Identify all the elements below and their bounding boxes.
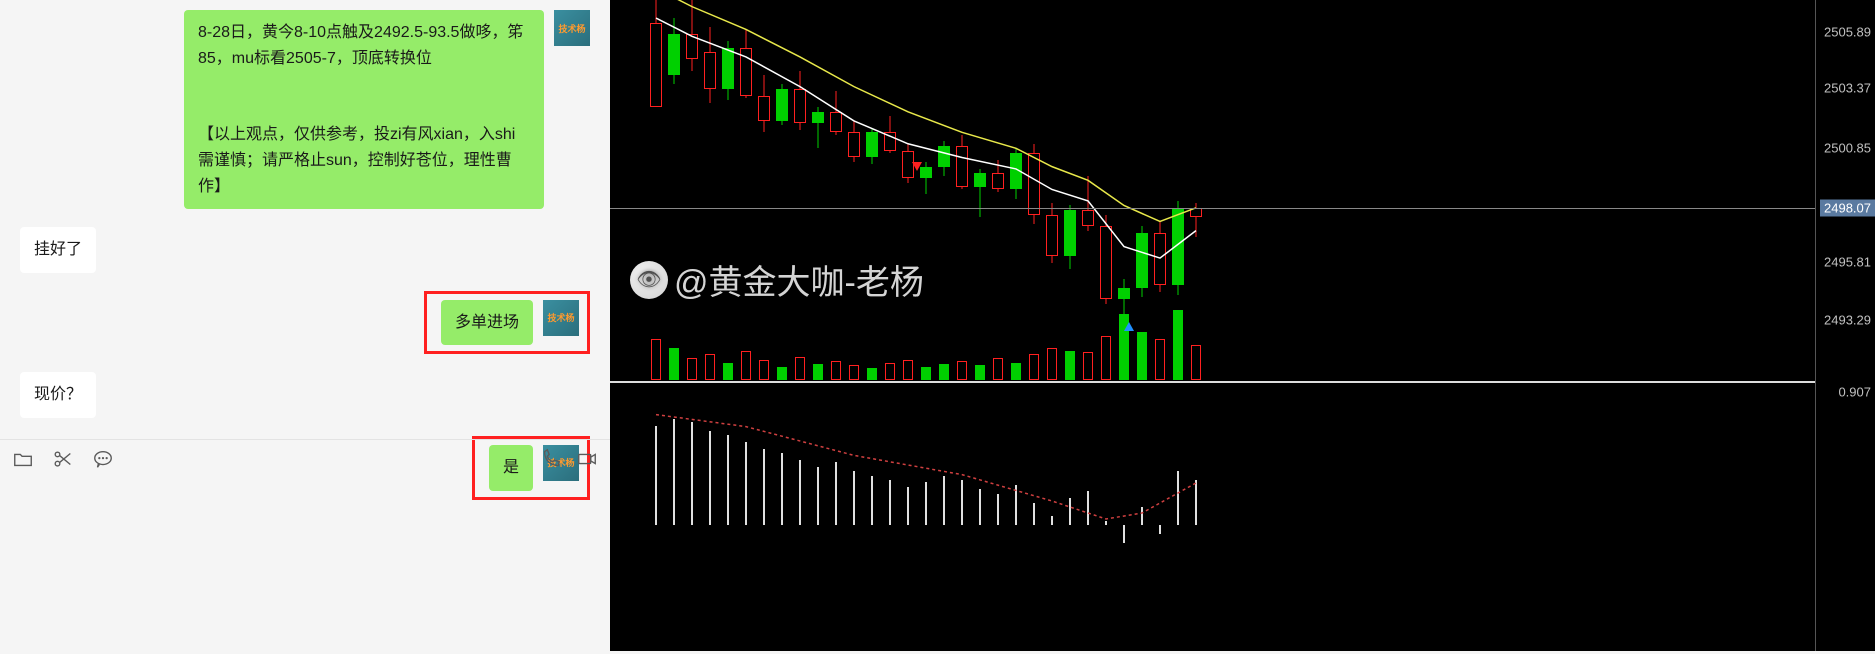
volume-bar[interactable]	[813, 364, 823, 380]
macd-bar[interactable]	[709, 431, 711, 526]
message-bubble[interactable]: 现价？	[20, 372, 96, 418]
volume-bar[interactable]	[795, 357, 805, 380]
macd-bar[interactable]	[1195, 480, 1197, 525]
volume-bar[interactable]	[759, 360, 769, 380]
macd-bar[interactable]	[907, 487, 909, 525]
chat-toolbar	[0, 439, 610, 483]
macd-bar[interactable]	[1105, 521, 1107, 526]
y-axis: 2505.892503.372500.852498.332495.812493.…	[1815, 0, 1875, 651]
watermark-text: @黄金大咖-老杨	[674, 255, 924, 304]
message-bubble[interactable]: 挂好了	[20, 227, 96, 273]
volume-bar[interactable]	[939, 364, 949, 380]
weibo-icon: 👁	[630, 261, 668, 299]
volume-bar[interactable]	[867, 368, 877, 380]
macd-bar[interactable]	[871, 476, 873, 526]
volume-bar[interactable]	[741, 351, 751, 380]
macd-bar[interactable]	[1159, 525, 1161, 534]
macd-bar[interactable]	[979, 489, 981, 525]
volume-bar[interactable]	[687, 358, 697, 380]
macd-bar[interactable]	[1033, 503, 1035, 526]
macd-bar[interactable]	[925, 482, 927, 525]
macd-bar[interactable]	[835, 462, 837, 525]
chat-pane: 8-28日，黄今8-10点触及2492.5-93.5做哆，笫85，mu标看250…	[0, 0, 610, 651]
avatar[interactable]: 技术杨	[554, 10, 590, 46]
macd-bar[interactable]	[1051, 516, 1053, 525]
avatar[interactable]: 技术杨	[543, 300, 579, 336]
panel-separator	[610, 381, 1815, 383]
message-row: 现价？	[20, 372, 590, 418]
macd-bar[interactable]	[799, 460, 801, 525]
macd-bar[interactable]	[1177, 471, 1179, 525]
volume-bar[interactable]	[1155, 339, 1165, 380]
volume-bar[interactable]	[831, 361, 841, 380]
volume-bar[interactable]	[777, 367, 787, 380]
volume-bar[interactable]	[975, 365, 985, 380]
current-price-tag: 2498.07	[1820, 200, 1875, 217]
signal-arrow	[912, 162, 922, 171]
volume-bar[interactable]	[903, 360, 913, 380]
chat-bubble-icon[interactable]	[92, 448, 114, 475]
macd-bar[interactable]	[817, 467, 819, 526]
volume-bar[interactable]	[723, 363, 733, 381]
macd-bar[interactable]	[889, 480, 891, 525]
folder-icon[interactable]	[12, 448, 34, 475]
volume-bar[interactable]	[1083, 352, 1093, 380]
macd-bar[interactable]	[997, 494, 999, 526]
signal-arrow	[1124, 322, 1134, 331]
macd-bar[interactable]	[961, 480, 963, 525]
macd-bar[interactable]	[727, 435, 729, 525]
volume-bar[interactable]	[1173, 310, 1183, 380]
macd-bar[interactable]	[745, 442, 747, 525]
message-row: 挂好了	[20, 227, 590, 273]
voice-call-icon[interactable]	[540, 448, 562, 475]
candlestick-plot[interactable]	[610, 0, 1815, 380]
macd-panel[interactable]	[610, 385, 1815, 650]
chart-pane[interactable]: 2505.892503.372500.852498.332495.812493.…	[610, 0, 1875, 651]
volume-bar[interactable]	[849, 365, 859, 380]
volume-bar[interactable]	[669, 348, 679, 380]
macd-bar[interactable]	[943, 476, 945, 526]
volume-bar[interactable]	[921, 367, 931, 380]
macd-bar[interactable]	[673, 419, 675, 525]
volume-bar[interactable]	[1065, 351, 1075, 380]
macd-bar[interactable]	[691, 422, 693, 526]
macd-bar[interactable]	[1087, 491, 1089, 525]
volume-bar[interactable]	[1137, 332, 1147, 380]
y-axis-label: 2500.85	[1824, 141, 1871, 156]
message-bubble[interactable]: 多单进场	[441, 300, 533, 346]
volume-bar[interactable]	[1047, 348, 1057, 380]
y-axis-label: 2503.37	[1824, 81, 1871, 96]
volume-bar[interactable]	[1191, 345, 1201, 380]
y-axis-label: 2493.29	[1824, 313, 1871, 328]
volume-bar[interactable]	[1011, 363, 1021, 381]
highlight-box: 多单进场技术杨	[424, 291, 590, 355]
macd-bar[interactable]	[763, 449, 765, 526]
watermark: 👁 @黄金大咖-老杨	[630, 255, 924, 304]
chat-body: 8-28日，黄今8-10点触及2492.5-93.5做哆，笫85，mu标看250…	[0, 0, 610, 580]
macd-bar[interactable]	[1123, 525, 1125, 543]
volume-bar[interactable]	[705, 354, 715, 380]
message-bubble[interactable]: 8-28日，黄今8-10点触及2492.5-93.5做哆，笫85，mu标看250…	[184, 10, 544, 209]
scissors-icon[interactable]	[52, 448, 74, 475]
volume-bar[interactable]	[885, 363, 895, 381]
macd-bar[interactable]	[1015, 485, 1017, 526]
video-call-icon[interactable]	[576, 448, 598, 475]
message-row: 多单进场技术杨	[20, 291, 590, 355]
macd-bar[interactable]	[655, 426, 657, 525]
macd-bar[interactable]	[781, 453, 783, 525]
macd-bar[interactable]	[853, 471, 855, 525]
y-axis-label: 2495.81	[1824, 255, 1871, 270]
volume-bar[interactable]	[957, 361, 967, 380]
volume-bar[interactable]	[993, 358, 1003, 380]
macd-bar[interactable]	[1069, 498, 1071, 525]
volume-bar[interactable]	[1029, 354, 1039, 380]
message-row: 8-28日，黄今8-10点触及2492.5-93.5做哆，笫85，mu标看250…	[20, 10, 590, 209]
y-axis-label: 2505.89	[1824, 25, 1871, 40]
y-axis-label: 0.907	[1838, 385, 1871, 400]
macd-bar[interactable]	[1141, 507, 1143, 525]
volume-bar[interactable]	[1101, 336, 1111, 380]
current-price-line	[610, 208, 1815, 209]
volume-bar[interactable]	[651, 339, 661, 380]
